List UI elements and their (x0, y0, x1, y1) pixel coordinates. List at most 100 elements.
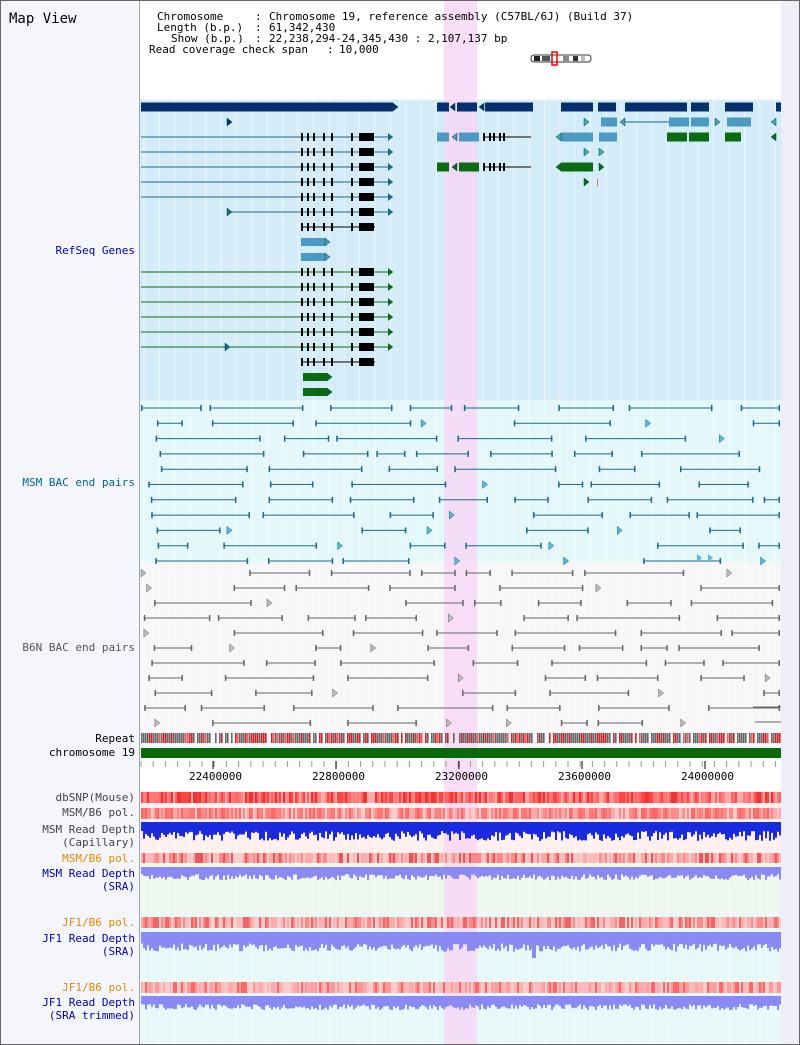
heat-cell (665, 853, 667, 863)
track-label-msm-bac[interactable]: MSM BAC end pairs (22, 476, 135, 489)
heat-cell (209, 982, 211, 993)
heat-cell (273, 792, 275, 803)
heat-cell (439, 982, 441, 993)
heat-cell (633, 982, 635, 993)
heat-cell (613, 808, 615, 819)
depth-bar (767, 822, 769, 832)
heat-cell (621, 982, 623, 993)
repeat-element (215, 733, 217, 743)
heat-cell (311, 853, 313, 863)
heat-cell (483, 853, 485, 863)
depth-bar (745, 996, 747, 1009)
heat-cell (439, 853, 441, 863)
repeat-element (573, 733, 575, 743)
heat-cell (711, 917, 713, 928)
heat-cell (683, 917, 685, 928)
gene-exon (359, 283, 371, 291)
depth-bar (713, 822, 715, 834)
heat-cell (457, 853, 459, 863)
depth-bar (217, 996, 219, 1005)
depth-bar (327, 932, 329, 951)
track-label-b6n-bac[interactable]: B6N BAC end pairs (22, 641, 135, 654)
heat-cell (429, 792, 431, 803)
track-label-chromosome[interactable]: chromosome 19 (48, 746, 135, 759)
depth-bar (221, 867, 223, 880)
heat-cell (461, 982, 463, 993)
depth-bar (543, 932, 545, 947)
heat-cell (451, 982, 453, 993)
gene-exon (371, 283, 374, 291)
depth-bar (145, 996, 147, 1010)
depth-bar (409, 867, 411, 881)
gene-marker (583, 177, 590, 187)
heat-cell (357, 853, 359, 863)
heat-cell (603, 982, 605, 993)
heat-cell (195, 808, 197, 819)
track-label-repeat[interactable]: Repeat (95, 732, 135, 745)
repeat-element (561, 733, 563, 743)
heat-cell (521, 792, 523, 803)
heat-cell (425, 808, 427, 819)
heat-cell (317, 982, 319, 993)
repeat-element (705, 733, 707, 743)
heat-cell (433, 808, 435, 819)
depth-bar (547, 867, 549, 877)
heat-cell (523, 853, 525, 863)
heat-cell (173, 853, 175, 863)
bac-end (738, 450, 740, 457)
depth-bar (707, 932, 709, 946)
depth-bar (337, 822, 339, 833)
repeat-element (569, 733, 571, 743)
heat-cell (571, 917, 573, 928)
heat-cell (741, 792, 743, 803)
depth-bar (627, 822, 629, 834)
gene-exon (313, 268, 315, 276)
depth-bar (243, 822, 245, 835)
track-label-msm-depth-sra[interactable]: MSM Read Depth (42, 867, 135, 880)
bac-end (352, 630, 355, 636)
repeat-element (299, 733, 301, 743)
heat-cell (429, 853, 431, 863)
bac-end (517, 405, 520, 411)
heat-cell (685, 982, 687, 993)
depth-bar (583, 867, 585, 875)
track-label-jf1-b6-pol[interactable]: JF1/B6 pol. (62, 916, 135, 929)
heat-cell (201, 792, 203, 803)
depth-bar (281, 822, 283, 837)
heat-cell (353, 792, 355, 803)
gene-exon (351, 343, 353, 351)
depth-bar (643, 932, 645, 945)
depth-bar (739, 932, 741, 951)
heat-cell (649, 792, 651, 803)
depth-bar (695, 867, 697, 876)
track-label-dbsnp[interactable]: dbSNP(Mouse) (55, 791, 135, 804)
gene-exon (331, 283, 333, 291)
track-label-msm-b6-pol-sra[interactable]: MSM/B6 pol. (62, 852, 135, 865)
bac-end (462, 600, 464, 606)
track-label-msm-depth-capillary[interactable]: MSM Read Depth (42, 823, 135, 836)
track-label-jf1-b6-pol-trimmed[interactable]: JF1/B6 pol. (62, 981, 135, 994)
depth-bar (671, 996, 673, 1007)
depth-bar (527, 867, 529, 878)
track-label-msm-b6-pol[interactable]: MSM/B6 pol. (62, 806, 135, 819)
heat-cell (723, 982, 725, 993)
heat-cell (659, 853, 661, 863)
track-label-refseq[interactable]: RefSeq Genes (55, 244, 135, 257)
repeat-element (225, 733, 227, 743)
gene-marker (324, 252, 331, 262)
heat-cell (445, 853, 447, 863)
depth-bar (473, 822, 475, 835)
track-label-jf1-depth-trimmed[interactable]: JF1 Read Depth (42, 996, 135, 1009)
heat-cell (519, 853, 521, 863)
heat-cell (323, 853, 325, 863)
repeat-element (231, 733, 233, 743)
heat-cell (563, 808, 565, 819)
heat-cell (531, 792, 533, 803)
depth-bar (387, 822, 389, 833)
track-label-jf1-depth-sra[interactable]: JF1 Read Depth (42, 932, 135, 945)
heat-cell (349, 982, 351, 993)
chromosome-value: Chromosome 19, reference assembly (C57BL… (269, 10, 634, 23)
depth-bar (375, 867, 377, 878)
repeat-element (365, 733, 367, 743)
